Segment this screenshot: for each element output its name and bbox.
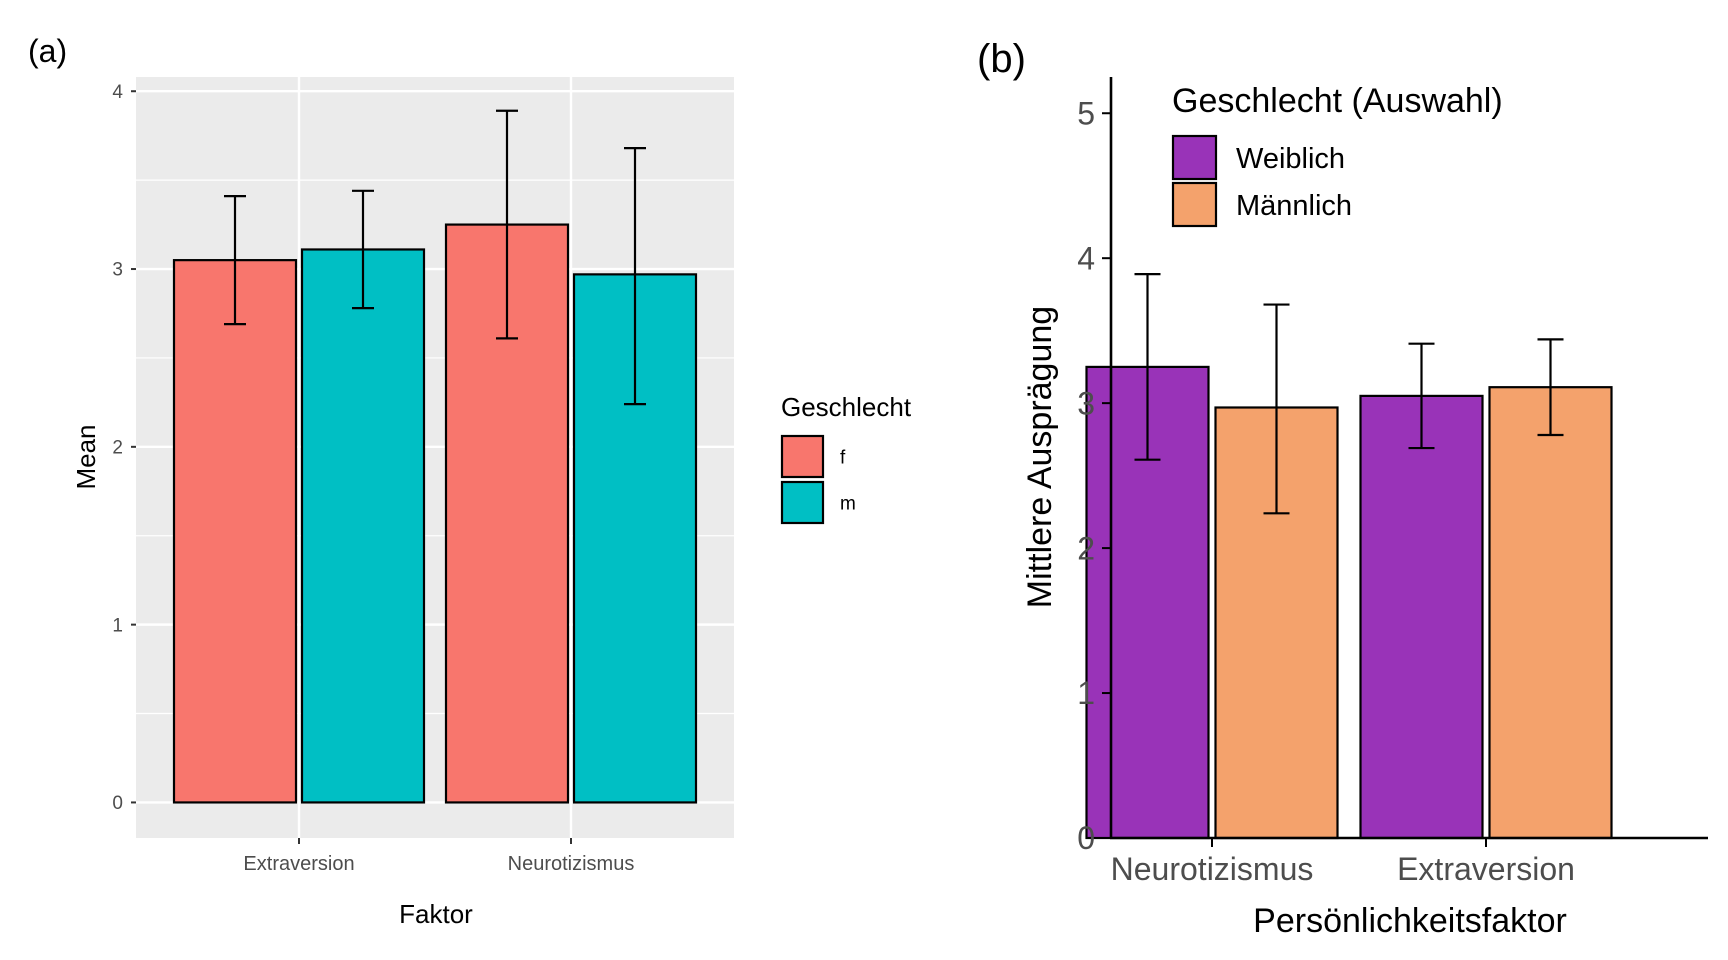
- y-tick-label: 3: [1077, 385, 1095, 421]
- y-tick-label: 3: [112, 260, 123, 281]
- y-tick-label: 4: [1077, 240, 1095, 276]
- legend-label: Weiblich: [1236, 143, 1345, 175]
- legend-swatch: [1171, 134, 1218, 181]
- y-tick-label: 2: [1077, 530, 1095, 566]
- panel-b: [1085, 77, 1708, 847]
- legend-label: f: [840, 447, 846, 468]
- legend-swatch: [1171, 181, 1218, 228]
- y-tick-label: 0: [1077, 820, 1095, 856]
- panel-label: (a): [28, 33, 67, 69]
- legend-swatch: [780, 480, 825, 525]
- y-tick-label: 5: [1077, 95, 1095, 131]
- y-tick-label: 1: [112, 615, 123, 636]
- legend-label: m: [840, 493, 856, 514]
- x-tick-label: Extraversion: [1397, 851, 1575, 887]
- x-tick-label: Neurotizismus: [508, 853, 635, 875]
- x-tick-label: Extraversion: [243, 853, 354, 875]
- y-tick-label: 0: [112, 793, 123, 814]
- y-axis-title: Mean: [71, 424, 101, 489]
- y-axis-title: Mittlere Ausprägung: [1021, 306, 1059, 608]
- bar: [300, 248, 426, 804]
- bar: [1488, 386, 1613, 840]
- y-tick-label: 1: [1077, 675, 1095, 711]
- legend-label: Männlich: [1236, 190, 1352, 222]
- x-axis-title: Faktor: [399, 899, 473, 929]
- bar: [1359, 394, 1484, 840]
- x-tick-label: Neurotizismus: [1111, 851, 1314, 887]
- y-tick-label: 2: [112, 437, 123, 458]
- legend-title: Geschlecht: [781, 392, 912, 422]
- panel-label: (b): [977, 37, 1026, 81]
- legend-title: Geschlecht (Auswahl): [1172, 82, 1503, 120]
- bar: [172, 259, 298, 804]
- panel-a: [131, 77, 825, 844]
- x-axis-title: Persönlichkeitsfaktor: [1253, 902, 1567, 940]
- y-tick-label: 4: [112, 82, 123, 103]
- legend-swatch: [780, 434, 825, 479]
